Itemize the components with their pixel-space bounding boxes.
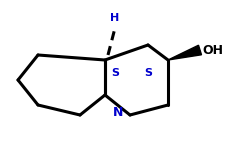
Text: S: S — [111, 68, 118, 78]
Text: N: N — [112, 106, 123, 119]
Text: H: H — [110, 13, 119, 23]
Text: OH: OH — [201, 44, 222, 57]
Polygon shape — [167, 45, 201, 60]
Text: S: S — [143, 68, 151, 78]
